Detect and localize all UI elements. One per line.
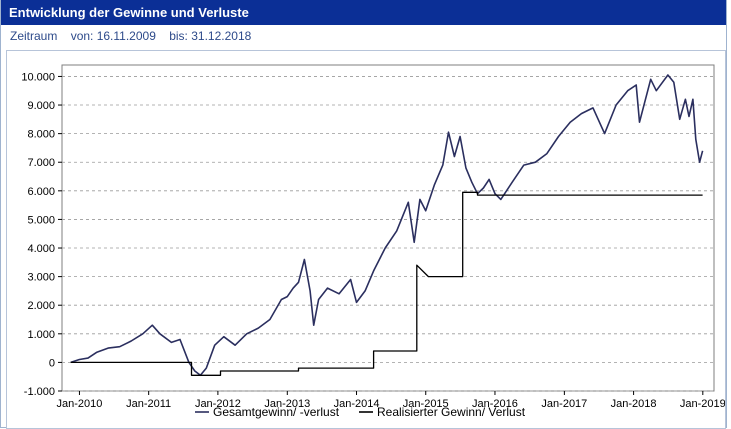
y-tick-label: 7.000 [27, 157, 55, 169]
y-tick-label: 1.000 [27, 329, 55, 341]
y-tick-label: 4.000 [27, 243, 55, 255]
period-label: Zeitraum [10, 29, 58, 43]
series-line-realized [70, 191, 703, 376]
chart-area: -1.000 0 1.000 2.000 3.000 4.000 5.000 6.000 7.0… [6, 50, 726, 429]
x-tick-label: Jan-2014 [334, 398, 380, 410]
y-tick-label: -1.000 [24, 386, 55, 398]
panel-title: Entwicklung der Gewinne und Verluste [9, 5, 249, 20]
plot-frame [61, 64, 715, 392]
y-tick-label: 6.000 [27, 186, 55, 198]
legend-label: Realisierter Gewinn/ Verlust [377, 405, 526, 419]
y-tick-label: 0 [49, 357, 55, 369]
x-tick-label: Jan-2017 [541, 398, 587, 410]
y-tick-label: 2.000 [27, 300, 55, 312]
y-tick-label: 5.000 [27, 214, 55, 226]
y-tick-label: 9.000 [27, 100, 55, 112]
x-tick-label: Jan-2015 [403, 398, 449, 410]
x-tick-label: Jan-2012 [195, 398, 241, 410]
y-tick-label: 8.000 [27, 129, 55, 141]
line-chart: -1.000 0 1.000 2.000 3.000 4.000 5.000 6.000 7.0… [21, 64, 725, 419]
period-from: von: 16.11.2009 [70, 29, 156, 43]
x-tick-label: Jan-2011 [126, 398, 171, 410]
period-range: Zeitraum von: 16.11.2009 bis: 31.12.2018 [10, 29, 261, 43]
x-tick-label: Jan-2018 [611, 398, 657, 410]
period-to: bis: 31.12.2018 [169, 29, 252, 43]
x-tick-label: Jan-2019 [680, 398, 725, 410]
panel-header: Entwicklung der Gewinne und Verluste [1, 0, 726, 25]
x-tick-label: Jan-2013 [264, 398, 310, 410]
y-tick-label: 3.000 [27, 272, 55, 284]
series-line-total [70, 74, 704, 377]
x-tick-label: Jan-2010 [57, 398, 103, 410]
y-tick-label: 10.000 [21, 71, 55, 83]
legend-label: Gesamtgewinn/ -verlust [213, 405, 340, 419]
x-tick-label: Jan-2016 [472, 398, 518, 410]
